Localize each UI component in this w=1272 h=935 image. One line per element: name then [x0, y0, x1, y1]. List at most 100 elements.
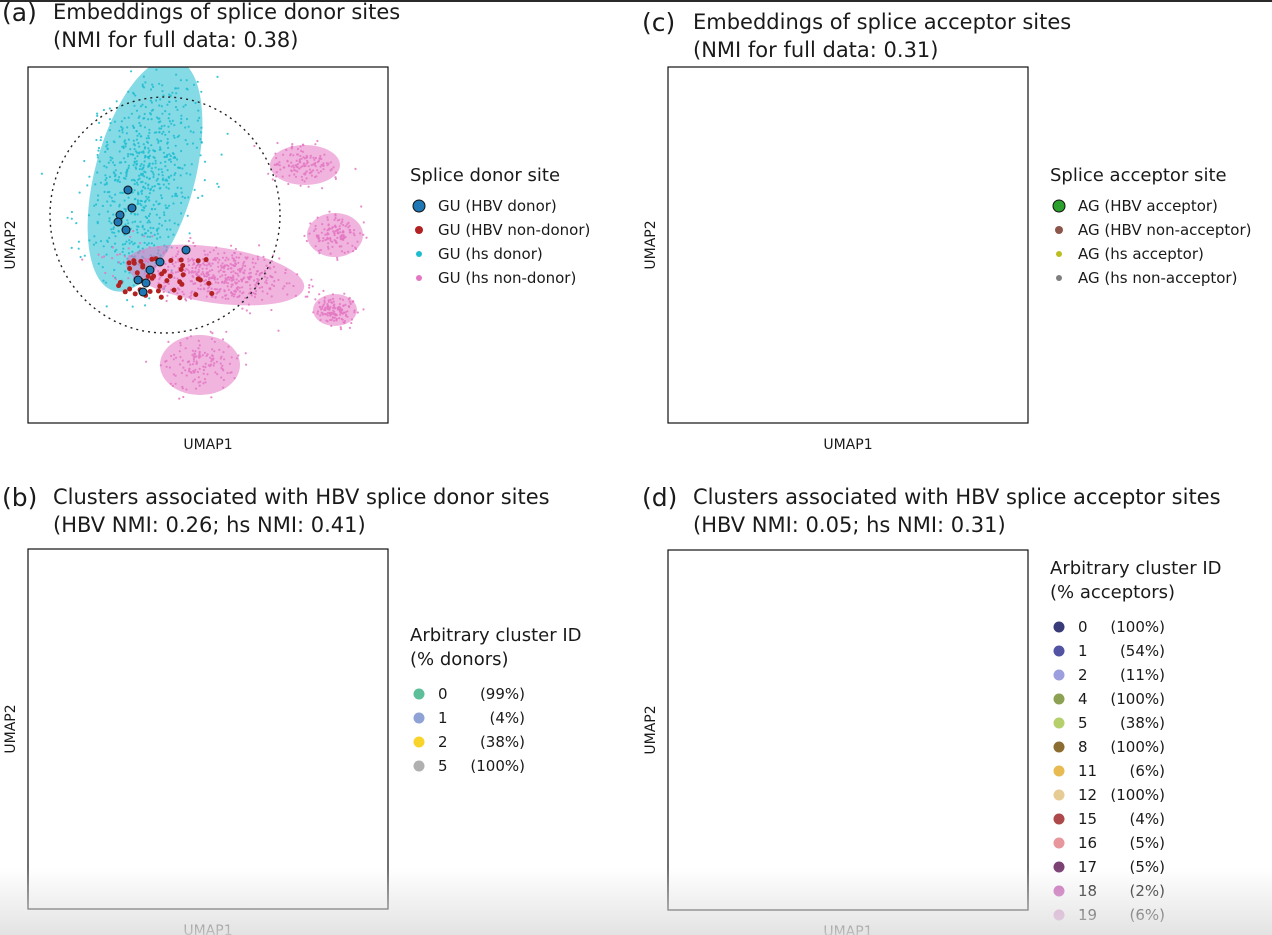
hs-nondonor-point — [300, 185, 302, 187]
hs-nondonor-point — [304, 157, 306, 159]
hs-nondonor-point — [354, 168, 356, 170]
hs-nondonor-point — [249, 312, 251, 314]
hbv-nondonor-point — [179, 258, 184, 263]
hs-donor-point — [116, 100, 118, 102]
hs-donor-point — [149, 155, 151, 157]
hs-donor-point — [124, 200, 126, 202]
hs-donor-point — [187, 88, 189, 90]
hs-nonacceptor-point — [233, 81, 235, 83]
hs-donor-point — [126, 132, 128, 134]
hs-nonacceptor-point — [275, 199, 277, 201]
cluster-5-point — [94, 119, 96, 121]
hs-nondonor-point — [350, 303, 352, 305]
hs-donor-point — [148, 199, 150, 201]
cluster-1-point — [291, 267, 293, 269]
hs-donor-point — [150, 144, 152, 146]
hs-nonacceptor-point — [210, 142, 212, 144]
hs-nondonor-point — [202, 366, 204, 368]
cluster-2-point — [77, 225, 79, 227]
cluster-2-point — [218, 225, 220, 227]
hs-donor-point — [121, 129, 123, 131]
cluster-0-point — [79, 197, 81, 199]
cluster-0-point — [198, 236, 200, 238]
legend-percent: (99%) — [480, 685, 525, 703]
hs-donor-point — [143, 175, 145, 177]
hs-donor-point — [105, 282, 107, 284]
hs-nonacceptor-point — [295, 197, 297, 199]
hs-nonacceptor-point — [269, 213, 271, 215]
hs-nonacceptor-point — [290, 190, 292, 192]
cluster-5-point — [106, 101, 108, 103]
hs-nonacceptor-point — [267, 112, 269, 114]
hs-donor-point — [131, 251, 133, 253]
hs-donor-point — [175, 106, 177, 108]
hs-nonacceptor-point — [293, 107, 295, 109]
cluster-1-point — [305, 256, 307, 258]
hs-nondonor-point — [306, 162, 308, 164]
hs-nondonor-point — [238, 280, 240, 282]
hs-donor-point — [147, 147, 149, 149]
cluster-5-point — [102, 118, 104, 120]
hs-nondonor-point — [208, 278, 210, 280]
hs-nondonor-point — [132, 230, 134, 232]
hs-nonacceptor-point — [283, 218, 285, 220]
hs-nondonor-point — [340, 237, 342, 239]
hs-nonacceptor-point — [285, 115, 287, 117]
hs-nonacceptor-point — [141, 68, 143, 70]
hs-nondonor-point — [285, 149, 287, 151]
cluster-5-point — [86, 96, 88, 98]
cluster-1-point — [304, 242, 306, 244]
hs-donor-point — [161, 133, 163, 135]
hs-donor-point — [165, 207, 167, 209]
hs-donor-point — [134, 162, 136, 164]
cluster-1-point — [229, 241, 231, 243]
hs-donor-point — [143, 86, 145, 88]
hs-nonacceptor-point — [280, 128, 282, 130]
hs-nondonor-point — [328, 211, 330, 213]
hs-donor-point — [170, 123, 172, 125]
hs-donor-point — [197, 81, 199, 83]
hs-donor-point — [182, 196, 184, 198]
hs-donor-point — [95, 242, 97, 244]
hs-nondonor-point — [222, 369, 224, 371]
cluster-5-point — [124, 76, 126, 78]
hs-nondonor-point — [220, 265, 222, 267]
hs-nonacceptor-point — [270, 125, 272, 127]
hs-nondonor-point — [314, 162, 316, 164]
cluster-1-point — [294, 260, 296, 262]
hs-donor-point — [97, 194, 99, 196]
cluster-5-point — [237, 143, 239, 145]
cluster-5-point — [90, 94, 92, 96]
hs-nondonor-point — [312, 169, 314, 171]
cluster-5-point — [120, 80, 122, 82]
hs-nonacceptor-point — [292, 119, 294, 121]
hs-nondonor-point — [211, 348, 213, 350]
hs-donor-point — [149, 192, 151, 194]
cluster-1-point — [288, 256, 290, 258]
hs-nondonor-point — [323, 304, 325, 306]
hs-nondonor-point — [334, 317, 336, 319]
hbv-donor-marker — [146, 266, 154, 274]
hs-nondonor-point — [230, 277, 232, 279]
hs-nondonor-point — [327, 219, 329, 221]
hs-nondonor-point — [321, 232, 323, 234]
hs-nondonor-point — [332, 298, 334, 300]
hs-nondonor-point — [214, 257, 216, 259]
hs-nonacceptor-point — [298, 195, 300, 197]
hs-nonacceptor-point — [272, 207, 274, 209]
hs-nondonor-point — [128, 255, 130, 257]
hs-nondonor-point — [194, 271, 196, 273]
hs-donor-point — [145, 64, 147, 66]
hs-nonacceptor-point — [141, 57, 143, 59]
hs-nondonor-point — [288, 282, 290, 284]
cluster-5-point — [55, 111, 57, 113]
cluster-5-point — [119, 86, 121, 88]
hs-donor-point — [133, 284, 135, 286]
hs-donor-point — [123, 147, 125, 149]
hs-donor-point — [192, 142, 194, 144]
cluster-1-point — [281, 262, 283, 264]
cluster-1-point — [239, 226, 241, 228]
hs-nondonor-point — [242, 271, 244, 273]
hs-nondonor-point — [349, 229, 351, 231]
hs-nondonor-point — [342, 224, 344, 226]
